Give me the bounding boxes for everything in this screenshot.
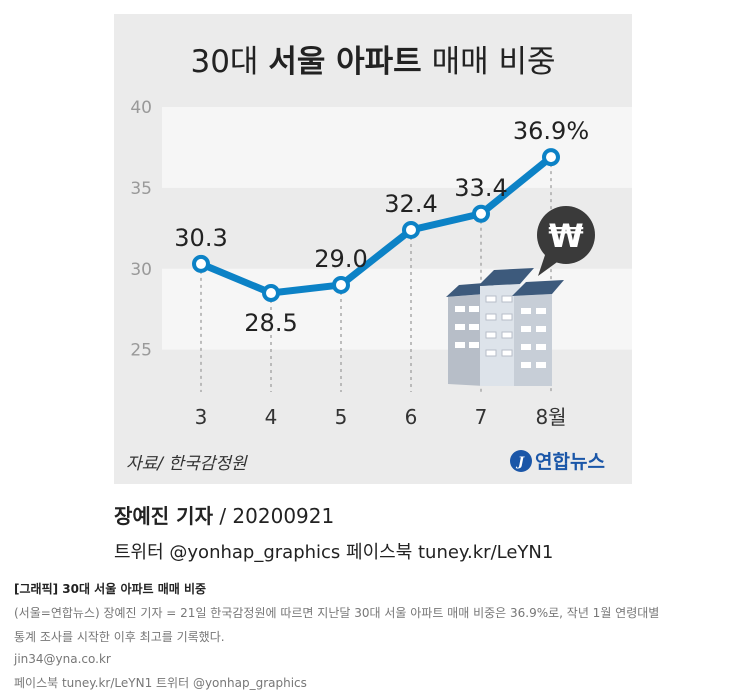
- caption-social: 페이스북 tuney.kr/LeYN1 트위터 @yonhap_graphics: [14, 676, 307, 690]
- data-label: 36.9%: [513, 117, 589, 145]
- window: [501, 331, 513, 339]
- data-point: [192, 254, 210, 273]
- grid-band: [162, 107, 632, 188]
- x-tick-label: 3: [195, 405, 208, 429]
- window: [521, 308, 531, 314]
- reporter-line: 장예진 기자 / 20200921: [114, 500, 334, 529]
- data-labels: 30.3 28.5 29.0 32.4 33.4 36.9%: [174, 117, 589, 337]
- window: [469, 324, 479, 330]
- x-tick-label: 8월: [535, 405, 566, 429]
- caption-body-line1: (서울=연합뉴스) 장예진 기자 = 21일 한국감정원에 따르면 지난달 30…: [14, 606, 660, 620]
- building-right: [514, 294, 552, 386]
- reporter-name: 장예진 기자: [114, 504, 213, 528]
- x-tick-label: 5: [335, 405, 348, 429]
- yonhap-logo-icon-glyph: J: [515, 455, 525, 470]
- building-middle: [480, 284, 520, 386]
- window: [501, 295, 513, 303]
- window: [485, 295, 497, 303]
- data-label: 33.4: [454, 174, 507, 202]
- y-tick-label: 25: [130, 341, 152, 361]
- yonhap-logo-icon: [510, 450, 532, 472]
- series-line: [197, 153, 555, 297]
- yonhap-logo: J 연합뉴스: [510, 450, 605, 473]
- window: [536, 308, 546, 314]
- caption-body-line2: 통계 조사를 시작한 이후 최고를 기록했다.: [14, 630, 225, 644]
- won-bubble-icon: [537, 206, 595, 264]
- data-label: 30.3: [174, 224, 227, 252]
- window: [469, 306, 479, 312]
- chart-title: 30대 서울 아파트 매매 비중: [190, 44, 555, 80]
- data-label: 29.0: [314, 245, 367, 273]
- data-points: [192, 148, 560, 303]
- building-right-roof: [512, 280, 564, 296]
- data-point: [332, 275, 350, 294]
- window: [485, 313, 497, 321]
- window: [501, 349, 513, 357]
- data-point: [472, 204, 490, 223]
- reporter-date: / 20200921: [212, 504, 335, 528]
- window: [536, 362, 546, 368]
- data-point: [542, 148, 560, 167]
- x-axis-ticks: 3 4 5 6 7 8월: [195, 405, 567, 429]
- data-label: 32.4: [384, 190, 437, 218]
- y-tick-label: 35: [130, 179, 152, 199]
- window: [536, 344, 546, 350]
- y-tick-label: 40: [130, 98, 152, 118]
- data-point: [262, 284, 280, 303]
- window: [521, 344, 531, 350]
- y-tick-label: 30: [130, 260, 152, 280]
- window: [455, 342, 465, 348]
- caption-title: [그래픽] 30대 서울 아파트 매매 비중: [14, 582, 207, 596]
- x-tick-label: 7: [475, 405, 488, 429]
- x-tick-label: 6: [405, 405, 418, 429]
- infographic-panel: 30대 서울 아파트 매매 비중 40 35 30 25: [114, 14, 632, 484]
- window: [469, 342, 479, 348]
- social-line: 트위터 @yonhap_graphics 페이스북 tuney.kr/LeYN1: [114, 542, 554, 563]
- window: [521, 326, 531, 332]
- window: [485, 331, 497, 339]
- building-middle-roof: [478, 268, 534, 286]
- won-bubble-tail: [538, 252, 560, 276]
- apartment-illustration: ₩: [446, 206, 595, 386]
- data-point: [402, 220, 420, 239]
- logo-text: 연합뉴스: [535, 451, 605, 473]
- building-left: [448, 294, 484, 386]
- window: [455, 324, 465, 330]
- won-symbol: ₩: [548, 217, 583, 255]
- y-axis-ticks: 40 35 30 25: [130, 98, 152, 361]
- window: [501, 313, 513, 321]
- data-label: 28.5: [244, 309, 297, 337]
- window: [485, 349, 497, 357]
- source-label: 자료/ 한국감정원: [126, 454, 248, 474]
- window: [536, 326, 546, 332]
- window: [521, 362, 531, 368]
- caption-email: jin34@yna.co.kr: [14, 652, 111, 666]
- window: [455, 306, 465, 312]
- x-tick-label: 4: [265, 405, 278, 429]
